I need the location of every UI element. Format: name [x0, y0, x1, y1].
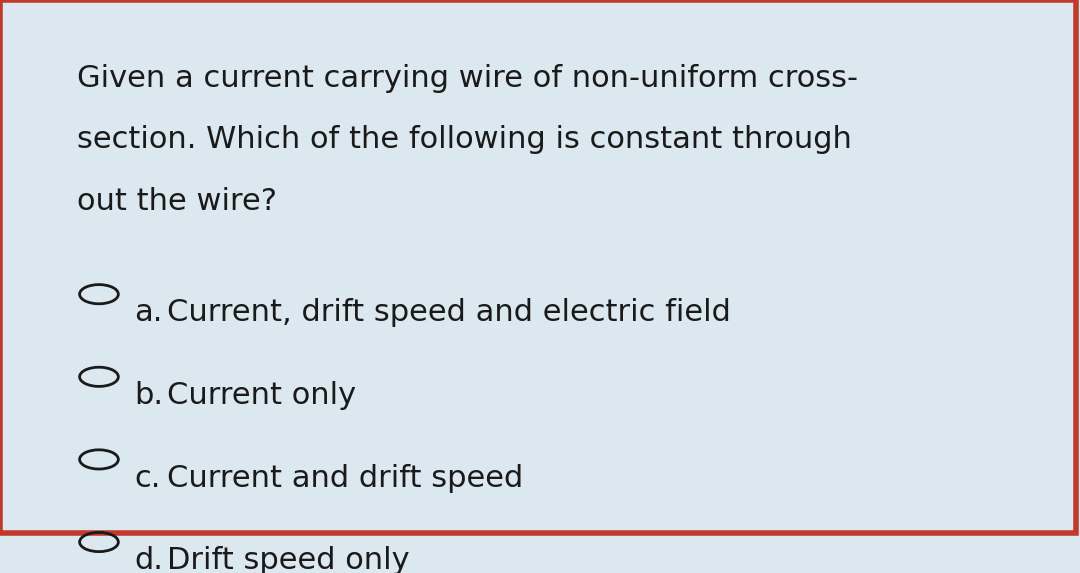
- Text: Drift speed only: Drift speed only: [166, 546, 409, 573]
- Text: Current, drift speed and electric field: Current, drift speed and electric field: [166, 299, 730, 327]
- FancyBboxPatch shape: [0, 0, 1076, 533]
- Text: c.: c.: [135, 464, 161, 493]
- Text: Current only: Current only: [166, 381, 356, 410]
- Text: section. Which of the following is constant through: section. Which of the following is const…: [78, 125, 852, 154]
- Text: Current and drift speed: Current and drift speed: [166, 464, 523, 493]
- Text: d.: d.: [135, 546, 163, 573]
- Text: out the wire?: out the wire?: [78, 187, 278, 215]
- Text: Given a current carrying wire of non-uniform cross-: Given a current carrying wire of non-uni…: [78, 64, 859, 93]
- Text: b.: b.: [135, 381, 163, 410]
- Text: a.: a.: [135, 299, 163, 327]
